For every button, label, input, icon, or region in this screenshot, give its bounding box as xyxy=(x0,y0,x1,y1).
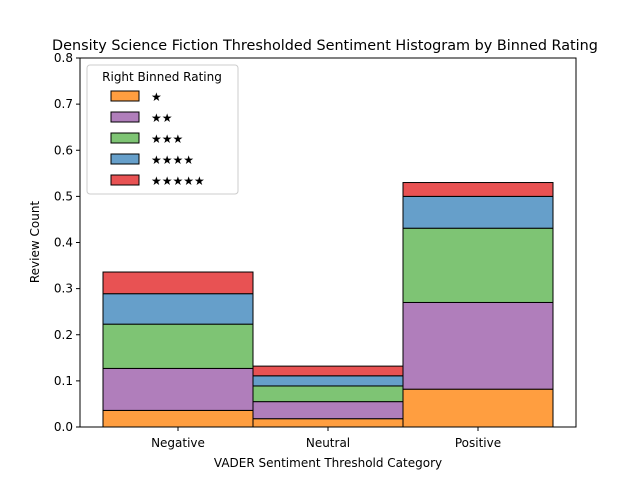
y-tick-label: 0.6 xyxy=(54,143,73,157)
bar-positive-series-5 xyxy=(402,182,554,197)
legend-label-5: ★★★★★ xyxy=(151,174,205,188)
y-tick-label: 0.7 xyxy=(54,97,73,111)
bar-negative-series-5 xyxy=(102,271,254,295)
bar-negative-series-4 xyxy=(102,293,254,325)
legend-items: ★★★★★★★★★★★★★★★ xyxy=(110,90,205,188)
legend: Right Binned Rating ★★★★★★★★★★★★★★★ xyxy=(86,64,239,195)
y-axis-label: Review Count xyxy=(28,201,42,284)
y-tick-label: 0.5 xyxy=(54,189,73,203)
y-axis: 0.0 0.1 0.2 0.3 0.4 0.5 0.6 0.7 0.8 xyxy=(54,51,80,434)
y-tick-label: 0.4 xyxy=(54,236,73,250)
bar-positive-series-4 xyxy=(402,195,554,229)
y-tick-label: 0.1 xyxy=(54,374,73,388)
y-tick-label: 0.3 xyxy=(54,282,73,296)
legend-label-4: ★★★★ xyxy=(151,153,194,167)
legend-title: Right Binned Rating xyxy=(102,70,222,84)
bar-positive-series-1 xyxy=(402,388,554,428)
y-tick-label: 0.2 xyxy=(54,328,73,342)
legend-swatch-4 xyxy=(110,153,140,165)
x-tick-label-positive: Positive xyxy=(455,436,501,450)
legend-label-3: ★★★ xyxy=(151,132,183,146)
chart-title: Density Science Fiction Thresholded Sent… xyxy=(52,38,598,54)
bar-neutral-series-5 xyxy=(252,365,404,377)
legend-swatch-3 xyxy=(110,132,140,144)
x-tick-label-neutral: Neutral xyxy=(306,436,350,450)
y-tick-label: 0.0 xyxy=(54,420,73,434)
bar-neutral-series-3 xyxy=(252,385,404,403)
x-axis-label: VADER Sentiment Threshold Category xyxy=(214,456,442,470)
bar-positive-series-2 xyxy=(402,301,554,390)
legend-label-2: ★★ xyxy=(151,111,173,125)
bar-neutral-series-2 xyxy=(252,401,404,420)
legend-label-1: ★ xyxy=(151,90,162,104)
bar-positive-series-3 xyxy=(402,227,554,303)
legend-swatch-5 xyxy=(110,174,140,186)
bar-negative-series-2 xyxy=(102,367,254,411)
bars-group xyxy=(102,182,554,428)
legend-swatch-2 xyxy=(110,111,140,123)
bar-negative-series-1 xyxy=(102,409,254,428)
bar-neutral-series-1 xyxy=(252,418,404,428)
x-tick-label-negative: Negative xyxy=(151,436,205,450)
bar-negative-series-3 xyxy=(102,323,254,369)
bar-neutral-series-4 xyxy=(252,375,404,387)
x-axis: Negative Neutral Positive xyxy=(151,427,501,450)
legend-swatch-1 xyxy=(110,90,140,102)
y-tick-label: 0.8 xyxy=(54,51,73,65)
